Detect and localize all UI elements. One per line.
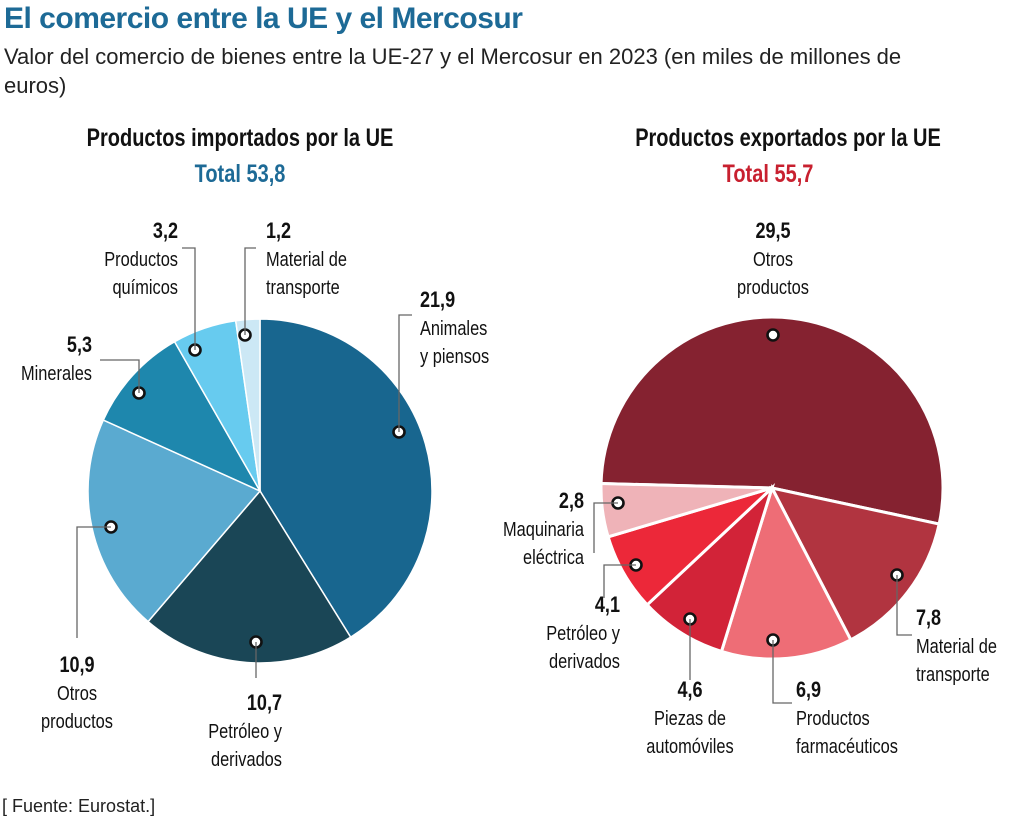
import-annotation-3-value: 5,3: [67, 333, 92, 357]
import-annotation-5-label-line: Material de: [266, 247, 347, 270]
export-leader-1: [896, 575, 912, 636]
import-annotation-0-label-line: Animales: [420, 316, 487, 339]
import-slice-1: [147, 489, 352, 664]
import-annotation-2-label-line: productos: [41, 709, 113, 732]
export-chart-total: Total 55,7: [722, 160, 814, 188]
export-annotation-3-value: 4,6: [677, 678, 702, 702]
export-annotation-4-label-line: Petróleo y: [546, 621, 621, 644]
import-leader-4: [182, 247, 196, 350]
import-slice-0: [259, 318, 433, 639]
import-leader-2: [76, 526, 111, 638]
import-annotation-0-label-line: y piensos: [420, 344, 489, 367]
import-slice-2: [87, 419, 262, 623]
export-annotation-4-label-line: derivados: [549, 649, 620, 672]
import-annotation-5-label-line: transporte: [266, 275, 340, 298]
import-annotation-2-label-line: Otros: [57, 681, 97, 704]
import-annotation-4-label-line: químicos: [112, 275, 178, 298]
export-slice-5: [599, 481, 773, 539]
export-leader-5: [593, 502, 618, 553]
import-pie: [87, 318, 433, 664]
export-annotation-1-value: 7,8: [916, 606, 941, 630]
import-annotation-5-value: 1,2: [266, 219, 291, 243]
import-annotation-1-value: 10,7: [247, 691, 282, 715]
import-leader-5: [244, 247, 256, 335]
export-annotation-5-value: 2,8: [559, 489, 584, 513]
export-annotation-5-label-line: eléctrica: [523, 545, 585, 568]
export-annotation-0-label-line: Otros: [753, 247, 793, 270]
export-annotation-0-label-line: productos: [737, 275, 809, 298]
export-slice-2: [719, 484, 853, 661]
export-annotation-0-value: 29,5: [755, 219, 790, 243]
import-annotation-1-label-line: Petróleo y: [208, 719, 283, 742]
export-leader-2: [772, 640, 792, 704]
import-annotation-3-label-line: Minerales: [21, 361, 92, 384]
export-annotation-2-label-line: farmacéuticos: [796, 734, 898, 757]
export-slice-3: [645, 483, 776, 654]
import-annotation-1-label-line: derivados: [211, 747, 282, 770]
export-slice-0: [599, 315, 945, 526]
export-annotation-3-label-line: automóviles: [646, 734, 733, 757]
import-slice-5: [234, 318, 261, 492]
page-title: El comercio entre la UE y el Mercosur: [4, 2, 523, 35]
import-slice-3: [102, 340, 262, 493]
export-dot-0: [766, 328, 780, 342]
import-annotation-2-value: 10,9: [59, 653, 94, 677]
import-leader-3: [100, 359, 140, 393]
export-annotation-3-label-line: Piezas de: [654, 706, 726, 729]
import-annotation-4-label-line: Productos: [104, 247, 178, 270]
export-annotation-2-label-line: Productos: [796, 706, 870, 729]
export-pie: [599, 315, 945, 661]
source-note: [ Fuente: Eurostat.]: [2, 796, 156, 816]
import-annotation-4-value: 3,2: [153, 219, 178, 243]
import-annotation-0-value: 21,9: [420, 288, 455, 312]
export-annotation-5-label-line: Maquinaria: [503, 517, 585, 540]
export-annotation-4-value: 4,1: [595, 593, 620, 617]
import-chart-total: Total 53,8: [194, 160, 286, 188]
slice-annotations: 21,9 Animales y piensos 10,7 Petróleo y deriv…: [21, 219, 997, 770]
export-chart-title: Productos exportados por la UE: [635, 124, 941, 152]
page-subtitle: Valor del comercio de bienes entre la UE…: [4, 44, 902, 98]
import-leader-0: [398, 314, 412, 432]
import-chart-title: Productos importados por la UE: [86, 124, 394, 152]
export-annotation-2-value: 6,9: [796, 678, 821, 702]
export-leader-4: [603, 564, 636, 598]
export-annotation-1-label-line: Material de: [916, 634, 997, 657]
export-annotation-1-label-line: transporte: [916, 662, 990, 685]
